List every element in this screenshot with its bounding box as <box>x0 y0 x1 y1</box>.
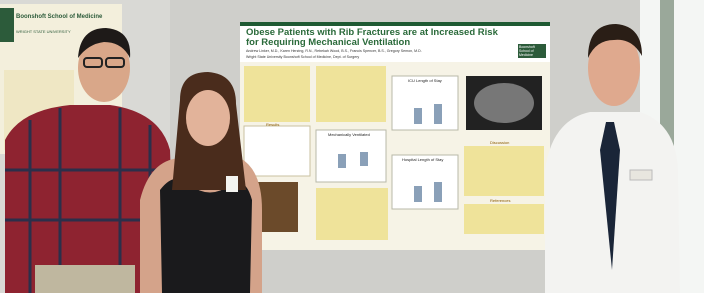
table <box>244 126 310 176</box>
poster-authors: Andrew Linker, M.D., Karen Herzing, R.N.… <box>246 50 516 54</box>
poster-affiliation: Wright State University Boonshoft School… <box>246 56 516 60</box>
chart-panel <box>392 155 458 209</box>
chart-panel <box>316 130 386 182</box>
left-poster-logo: Boonshoft School of Medicine <box>16 14 102 21</box>
poster-header-bar <box>240 22 550 26</box>
panel <box>464 146 544 196</box>
chart-title: ICU Length of Stay <box>408 79 442 83</box>
poster-title: Obese Patients with Rib Fractures are at… <box>246 28 512 49</box>
panel <box>464 204 544 234</box>
panel <box>244 66 310 122</box>
panel <box>316 66 386 122</box>
ct-scan <box>474 83 534 123</box>
chart-title: Mechanically Ventilated <box>328 133 370 137</box>
chart-panel <box>392 76 458 130</box>
dress <box>160 179 252 293</box>
photo: Boonshoft School of Medicine WRIGHT STAT… <box>0 0 704 293</box>
trousers <box>35 265 135 293</box>
poster-logo: Boonshoft School of Medicine <box>519 46 546 58</box>
left-poster-subtitle: WRIGHT STATE UNIVERSITY <box>16 30 71 34</box>
ribcage-image <box>258 182 298 232</box>
name-badge <box>630 170 652 180</box>
section-heading: Discussion <box>490 141 509 145</box>
panel <box>316 188 388 240</box>
chart-title: Hospital Length of Stay <box>402 158 443 162</box>
face <box>186 90 230 146</box>
name-badge <box>226 176 238 192</box>
left-poster-band <box>0 8 14 42</box>
section-heading: References <box>490 199 510 203</box>
section-heading: Results <box>266 123 279 127</box>
